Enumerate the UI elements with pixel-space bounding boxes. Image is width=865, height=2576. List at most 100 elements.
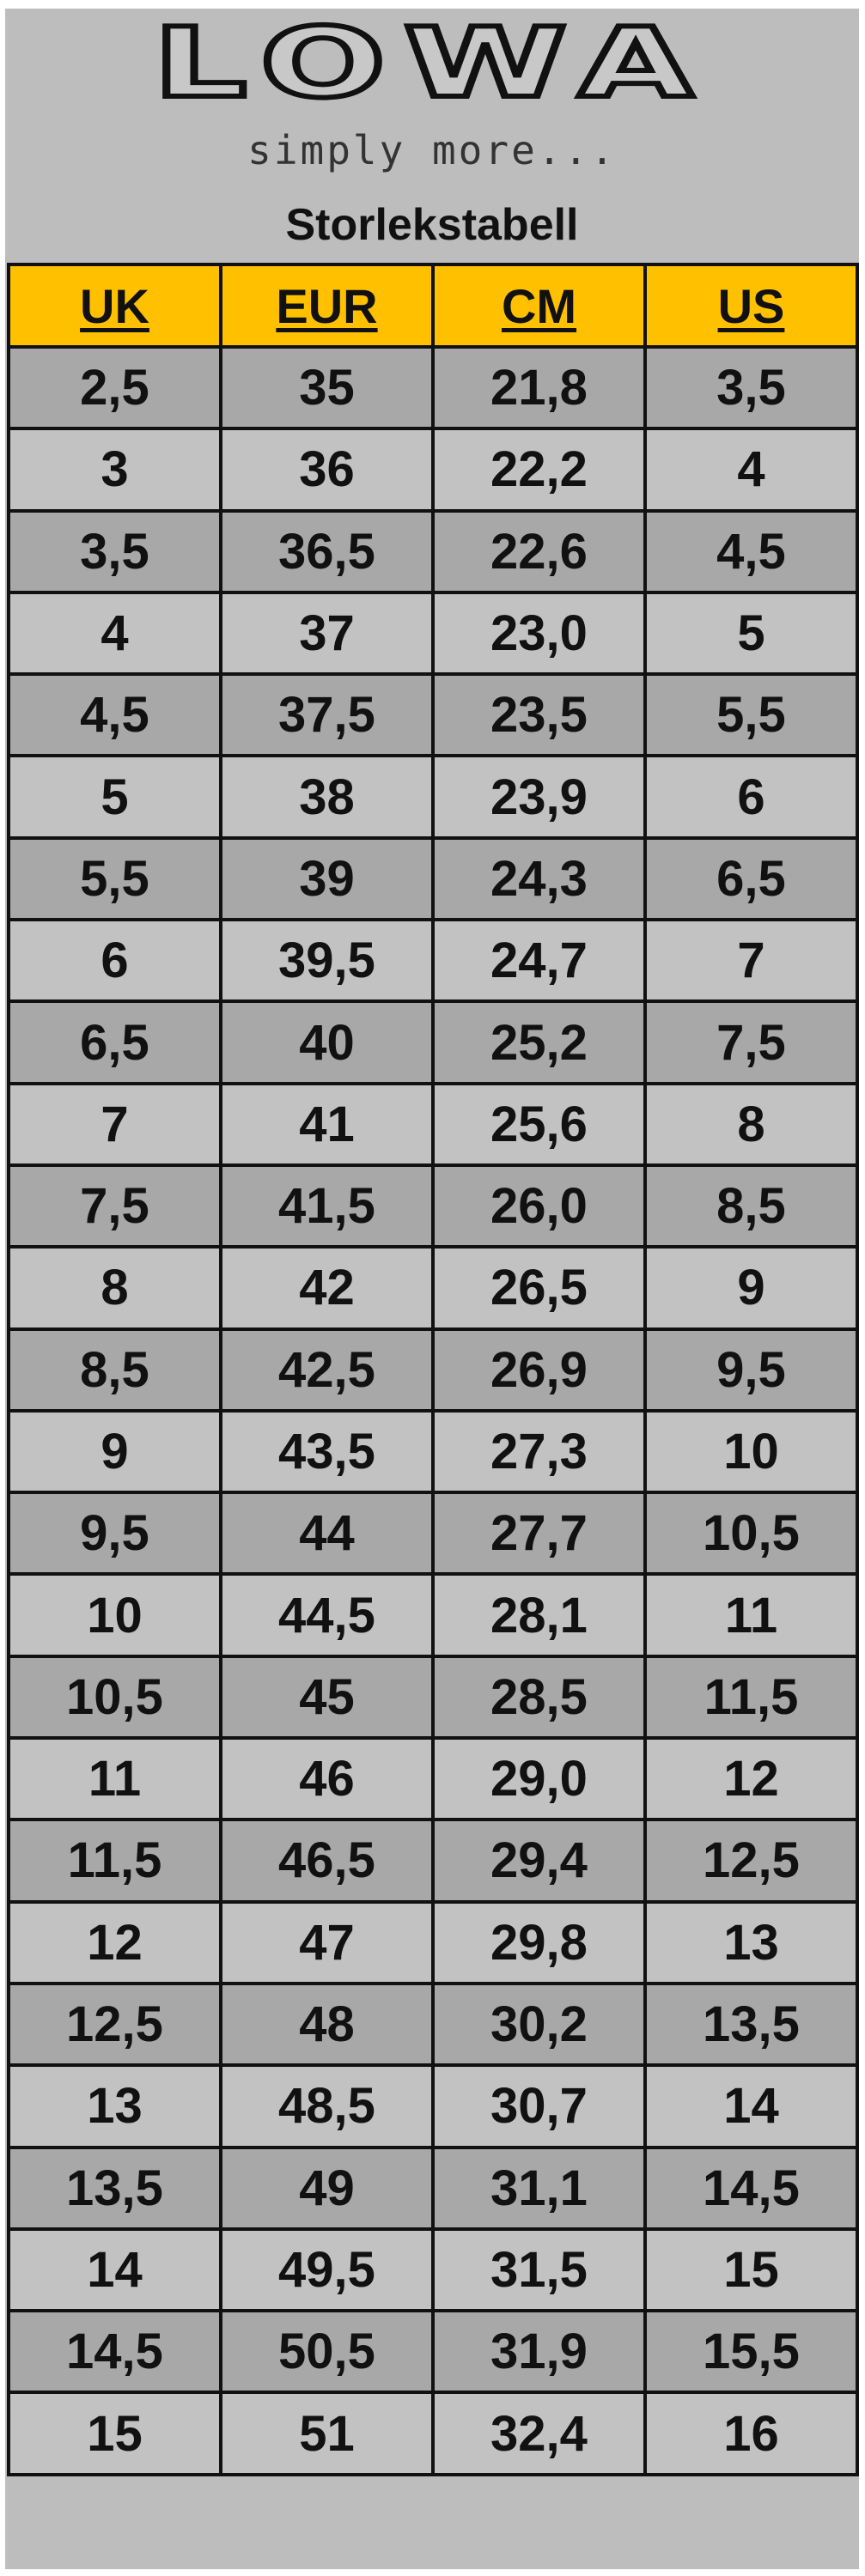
- cell-uk: 12,5: [7, 1981, 222, 2068]
- cell-uk: 7: [7, 1081, 222, 1167]
- svg-text:LOWA: LOWA: [153, 21, 711, 106]
- cell-eur: 37: [219, 590, 435, 677]
- cell-cm: 30,2: [431, 1981, 647, 2068]
- page-title: Storlekstabell: [285, 200, 579, 250]
- table-row: 14 49,5 31,5 15: [7, 2227, 859, 2313]
- cell-cm: 27,3: [431, 1408, 647, 1495]
- cell-cm: 29,8: [431, 1899, 647, 1985]
- cell-us: 8: [643, 1081, 859, 1167]
- cell-us: 12: [643, 1736, 859, 1822]
- cell-uk: 13: [7, 2063, 222, 2149]
- cell-eur: 51: [219, 2391, 435, 2476]
- cell-uk: 11,5: [7, 1818, 222, 1904]
- cell-eur: 49,5: [219, 2227, 435, 2313]
- table-row: 3,5 36,5 22,6 4,5: [7, 508, 859, 594]
- cell-cm: 26,0: [431, 1163, 647, 1249]
- cell-cm: 26,5: [431, 1245, 647, 1331]
- cell-eur: 47: [219, 1899, 435, 1985]
- cell-us: 6: [643, 754, 859, 840]
- cell-uk: 10: [7, 1572, 222, 1658]
- cell-eur: 48: [219, 1981, 435, 2068]
- table-row: 10,5 45 28,5 11,5: [7, 1654, 859, 1741]
- table-row: 9,5 44 27,7 10,5: [7, 1491, 859, 1577]
- cell-us: 4: [643, 427, 859, 513]
- cell-us: 6,5: [643, 835, 859, 922]
- cell-us: 15,5: [643, 2309, 859, 2395]
- cell-uk: 8,5: [7, 1327, 222, 1413]
- table-row: 15 51 32,4 16: [7, 2391, 859, 2476]
- table-row: 7 41 25,6 8: [7, 1081, 859, 1167]
- cell-us: 11,5: [643, 1654, 859, 1741]
- lowa-logo: LOWA: [150, 21, 711, 106]
- cell-cm: 31,9: [431, 2309, 647, 2395]
- cell-us: 12,5: [643, 1818, 859, 1904]
- cell-eur: 39,5: [219, 918, 435, 1004]
- cell-eur: 39: [219, 835, 435, 922]
- cell-us: 5: [643, 590, 859, 677]
- cell-uk: 5,5: [7, 835, 222, 922]
- cell-us: 14,5: [643, 2145, 859, 2231]
- cell-us: 9: [643, 1245, 859, 1331]
- cell-uk: 9: [7, 1408, 222, 1495]
- cell-us: 14: [643, 2063, 859, 2149]
- table-row: 10 44,5 28,1 11: [7, 1572, 859, 1658]
- table-row: 12 47 29,8 13: [7, 1899, 859, 1985]
- cell-cm: 23,0: [431, 590, 647, 677]
- cell-eur: 45: [219, 1654, 435, 1741]
- cell-eur: 48,5: [219, 2063, 435, 2149]
- tagline: simply more...: [247, 127, 617, 173]
- cell-uk: 13,5: [7, 2145, 222, 2231]
- cell-uk: 6: [7, 918, 222, 1004]
- cell-us: 11: [643, 1572, 859, 1658]
- cell-cm: 27,7: [431, 1491, 647, 1577]
- cell-us: 4,5: [643, 508, 859, 594]
- cell-cm: 23,5: [431, 672, 647, 758]
- cell-cm: 25,2: [431, 999, 647, 1085]
- cell-uk: 7,5: [7, 1163, 222, 1249]
- table-row: 6 39,5 24,7 7: [7, 918, 859, 1004]
- cell-us: 7: [643, 918, 859, 1004]
- cell-eur: 41,5: [219, 1163, 435, 1249]
- cell-cm: 29,4: [431, 1818, 647, 1904]
- table-row: 7,5 41,5 26,0 8,5: [7, 1163, 859, 1249]
- cell-eur: 40: [219, 999, 435, 1085]
- cell-cm: 24,3: [431, 835, 647, 922]
- table-row: 4,5 37,5 23,5 5,5: [7, 672, 859, 758]
- size-chart-panel: LOWA simply more... Storlekstabell UK EUR…: [5, 9, 859, 2569]
- table-row: 2,5 35 21,8 3,5: [7, 344, 859, 431]
- column-header-uk: UK: [7, 263, 222, 349]
- table-row: 13 48,5 30,7 14: [7, 2063, 859, 2149]
- table-row: 5,5 39 24,3 6,5: [7, 835, 859, 922]
- cell-eur: 37,5: [219, 672, 435, 758]
- cell-cm: 29,0: [431, 1736, 647, 1822]
- cell-cm: 25,6: [431, 1081, 647, 1167]
- cell-us: 5,5: [643, 672, 859, 758]
- cell-uk: 2,5: [7, 344, 222, 431]
- cell-us: 7,5: [643, 999, 859, 1085]
- cell-eur: 35: [219, 344, 435, 431]
- cell-us: 9,5: [643, 1327, 859, 1413]
- cell-uk: 6,5: [7, 999, 222, 1085]
- cell-cm: 24,7: [431, 918, 647, 1004]
- cell-us: 16: [643, 2391, 859, 2476]
- table-row: 9 43,5 27,3 10: [7, 1408, 859, 1495]
- cell-eur: 42,5: [219, 1327, 435, 1413]
- table-row: 11,5 46,5 29,4 12,5: [7, 1818, 859, 1904]
- table-row: 13,5 49 31,1 14,5: [7, 2145, 859, 2231]
- cell-uk: 12: [7, 1899, 222, 1985]
- table-row: 8,5 42,5 26,9 9,5: [7, 1327, 859, 1413]
- cell-eur: 44: [219, 1491, 435, 1577]
- table-row: 5 38 23,9 6: [7, 754, 859, 840]
- cell-eur: 44,5: [219, 1572, 435, 1658]
- table-row: 6,5 40 25,2 7,5: [7, 999, 859, 1085]
- cell-uk: 8: [7, 1245, 222, 1331]
- column-header-us: US: [643, 263, 859, 349]
- cell-uk: 10,5: [7, 1654, 222, 1741]
- cell-uk: 11: [7, 1736, 222, 1822]
- cell-cm: 23,9: [431, 754, 647, 840]
- table-row: 11 46 29,0 12: [7, 1736, 859, 1822]
- table-row: 12,5 48 30,2 13,5: [7, 1981, 859, 2068]
- table-row: 8 42 26,5 9: [7, 1245, 859, 1331]
- cell-us: 13: [643, 1899, 859, 1985]
- cell-us: 10: [643, 1408, 859, 1495]
